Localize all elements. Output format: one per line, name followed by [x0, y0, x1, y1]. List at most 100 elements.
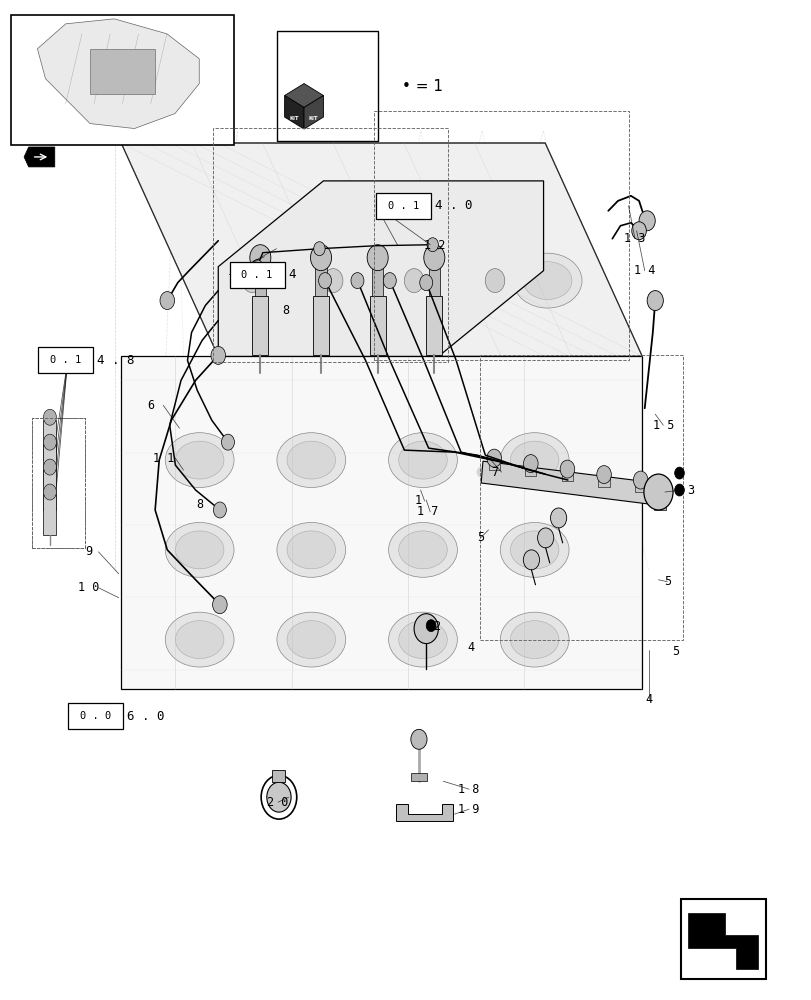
Circle shape: [631, 222, 646, 240]
Bar: [213, 128, 448, 362]
Circle shape: [318, 273, 331, 289]
Bar: [32, 418, 84, 548]
Text: 4: 4: [466, 641, 474, 654]
Circle shape: [213, 502, 226, 518]
Text: 0 . 1: 0 . 1: [388, 201, 418, 211]
Bar: [561, 469, 573, 481]
Text: 0 . 1: 0 . 1: [49, 355, 81, 365]
Bar: [598, 475, 609, 487]
Circle shape: [160, 292, 174, 310]
Text: 5: 5: [663, 575, 670, 588]
Text: 1 0: 1 0: [78, 581, 100, 594]
Circle shape: [323, 269, 342, 293]
Bar: [255, 266, 266, 296]
Ellipse shape: [510, 621, 558, 659]
Bar: [230, 262, 285, 288]
Circle shape: [485, 269, 504, 293]
Ellipse shape: [500, 522, 569, 577]
Circle shape: [560, 460, 574, 478]
Ellipse shape: [398, 441, 447, 479]
Circle shape: [44, 459, 56, 475]
Ellipse shape: [277, 433, 345, 488]
Ellipse shape: [388, 433, 457, 488]
Ellipse shape: [419, 253, 488, 308]
Ellipse shape: [175, 621, 224, 659]
Polygon shape: [37, 19, 199, 129]
Text: 9: 9: [85, 545, 92, 558]
Text: 2 0: 2 0: [267, 796, 289, 809]
Polygon shape: [90, 49, 155, 94]
Ellipse shape: [388, 522, 457, 577]
Bar: [480, 355, 682, 640]
Polygon shape: [121, 143, 642, 356]
Bar: [426, 296, 442, 355]
Circle shape: [596, 466, 611, 484]
Bar: [369, 296, 385, 355]
Ellipse shape: [500, 612, 569, 667]
Ellipse shape: [388, 612, 457, 667]
Ellipse shape: [277, 612, 345, 667]
Polygon shape: [121, 356, 642, 689]
Text: 2: 2: [432, 620, 440, 633]
Circle shape: [419, 275, 432, 291]
Ellipse shape: [175, 441, 224, 479]
Circle shape: [426, 620, 436, 632]
Text: 8: 8: [282, 304, 290, 317]
Ellipse shape: [500, 433, 569, 488]
Ellipse shape: [287, 621, 335, 659]
Bar: [410, 773, 427, 781]
Circle shape: [674, 467, 684, 479]
Circle shape: [414, 614, 438, 644]
Text: 6: 6: [148, 399, 154, 412]
Circle shape: [251, 260, 263, 274]
Circle shape: [44, 434, 56, 450]
Bar: [252, 296, 268, 355]
Ellipse shape: [234, 253, 303, 308]
Bar: [44, 420, 56, 460]
Ellipse shape: [165, 522, 234, 577]
Text: 4 . 0: 4 . 0: [435, 199, 472, 212]
Bar: [488, 458, 500, 470]
Text: 1 8: 1 8: [458, 783, 479, 796]
Circle shape: [310, 245, 331, 271]
Text: 0 . 0: 0 . 0: [79, 711, 111, 721]
Text: 6 . 0: 6 . 0: [127, 710, 164, 723]
FancyArrow shape: [481, 461, 657, 505]
Ellipse shape: [165, 612, 234, 667]
Polygon shape: [687, 913, 757, 969]
Circle shape: [523, 550, 539, 570]
Ellipse shape: [287, 441, 335, 479]
Ellipse shape: [398, 621, 447, 659]
Polygon shape: [285, 84, 323, 107]
Circle shape: [646, 291, 663, 311]
Text: 1 3: 1 3: [624, 232, 645, 245]
Ellipse shape: [165, 433, 234, 488]
Circle shape: [638, 211, 654, 231]
Polygon shape: [396, 804, 453, 821]
Bar: [634, 480, 646, 492]
Text: 4: 4: [645, 693, 651, 706]
Bar: [653, 492, 665, 510]
Bar: [67, 703, 122, 729]
Text: 1 7: 1 7: [417, 505, 438, 518]
Text: 4: 4: [288, 268, 296, 281]
Circle shape: [221, 434, 234, 450]
Text: 8: 8: [195, 498, 203, 511]
Bar: [312, 296, 328, 355]
Polygon shape: [303, 96, 323, 129]
Bar: [315, 266, 326, 296]
Polygon shape: [24, 147, 54, 167]
Circle shape: [383, 273, 396, 289]
Ellipse shape: [277, 522, 345, 577]
Ellipse shape: [327, 253, 396, 308]
Text: 1 1: 1 1: [152, 452, 174, 465]
Circle shape: [674, 484, 684, 496]
Bar: [44, 470, 56, 510]
Ellipse shape: [430, 262, 478, 300]
Circle shape: [537, 528, 553, 548]
Circle shape: [211, 346, 225, 364]
Ellipse shape: [398, 531, 447, 569]
Text: KIT: KIT: [309, 116, 318, 121]
Circle shape: [643, 474, 672, 510]
Circle shape: [250, 245, 271, 271]
